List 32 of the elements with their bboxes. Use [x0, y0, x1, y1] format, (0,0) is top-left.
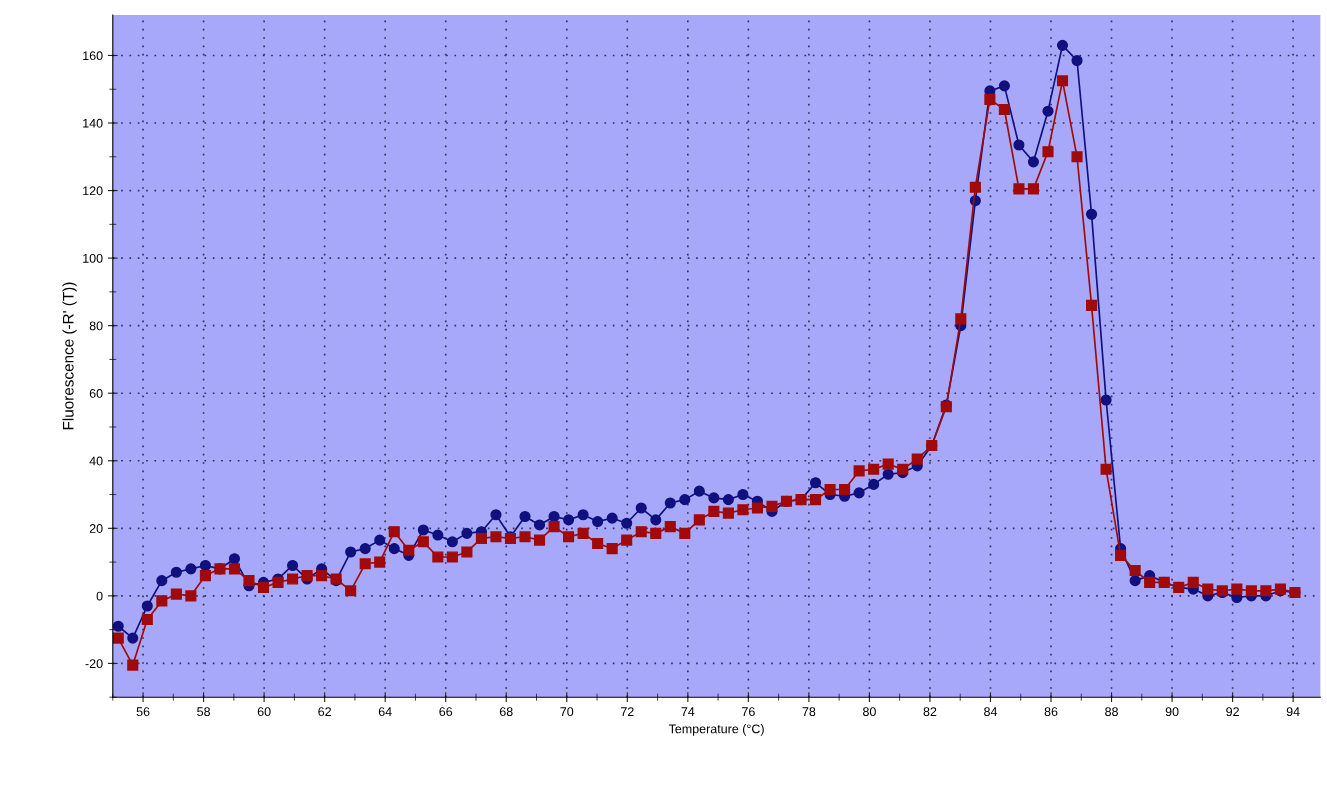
x-axis-title: Temperature (°C) — [668, 724, 764, 736]
x-tick-label: 78 — [802, 707, 816, 717]
x-tick-label: 88 — [1105, 707, 1118, 717]
y-tick-label: 120 — [83, 186, 103, 196]
x-tick-label: 80 — [863, 707, 876, 717]
x-tick-label: 92 — [1226, 707, 1239, 717]
x-tick-label: 70 — [560, 707, 574, 717]
y-tick-label: 60 — [89, 389, 103, 398]
x-tick-label: 68 — [499, 707, 513, 717]
y-tick-label: 160 — [83, 51, 103, 61]
y-tick-label: 100 — [83, 253, 103, 263]
x-tick-label: 86 — [1044, 707, 1058, 717]
x-tick-label: 84 — [984, 707, 998, 717]
x-tick-label: 62 — [318, 707, 331, 717]
x-tick-label: 58 — [197, 707, 210, 717]
x-tick-label: 74 — [681, 707, 695, 716]
y-tick-label: 80 — [89, 321, 103, 331]
y-tick-label: 20 — [89, 524, 103, 533]
x-tick-label: 64 — [378, 707, 392, 717]
x-tick-label: 60 — [257, 707, 271, 717]
y-tick-label: -20 — [85, 659, 103, 669]
x-tick-label: 56 — [136, 707, 150, 717]
y-tick-label: 40 — [89, 456, 103, 466]
y-axis-title: Fluorescence (-R' (T)) — [62, 282, 77, 430]
x-tick-label: 66 — [439, 707, 453, 717]
x-tick-label: 76 — [742, 707, 755, 717]
y-tick-label: 140 — [83, 118, 103, 128]
x-tick-label: 72 — [620, 707, 634, 716]
x-tick-label: 94 — [1286, 707, 1300, 717]
x-tick-label: 90 — [1165, 707, 1179, 717]
y-tick-label: 0 — [96, 591, 103, 601]
x-tick-label: 82 — [923, 707, 937, 717]
